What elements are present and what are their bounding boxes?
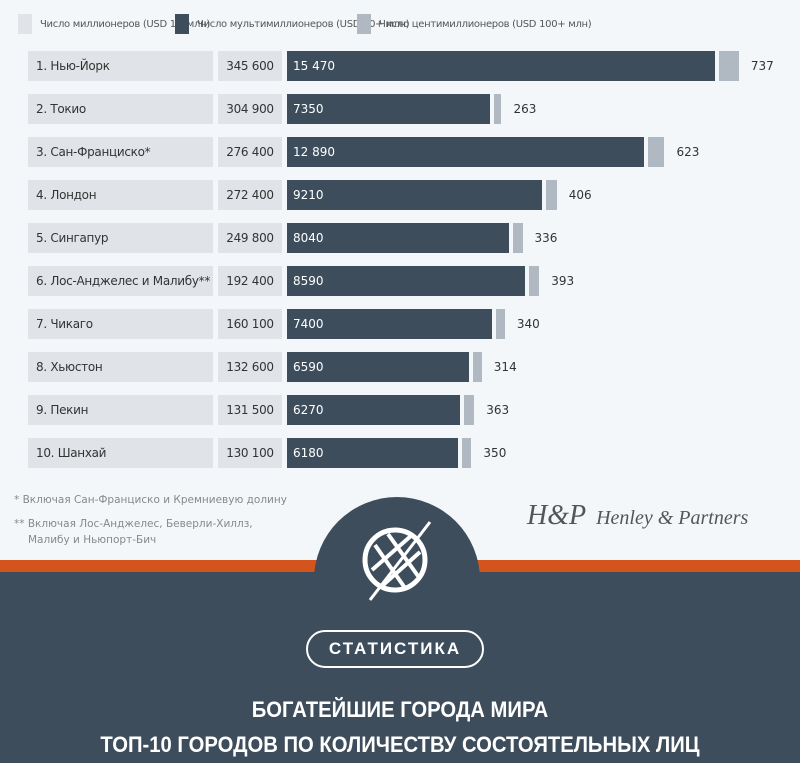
- title-line-1: БОГАТЕЙШИЕ ГОРОДА МИРА: [251, 697, 549, 722]
- multimillionaires-bar: 8040: [287, 223, 510, 253]
- millionaires-value: 131 500: [218, 395, 282, 425]
- multimillionaires-bar: 12 890: [287, 137, 644, 167]
- centimillionaires-value: 314: [493, 360, 517, 374]
- city-label: 4. Лондон: [28, 180, 213, 210]
- city-label: 6. Лос-Анджелес и Малибу**: [28, 266, 213, 296]
- multimillionaires-value: 8590: [293, 274, 324, 288]
- logo-name: Henley & Partners: [596, 507, 749, 529]
- centimillionaires-bar: [528, 266, 540, 296]
- centimillionaires-value: 393: [551, 274, 575, 288]
- centimillionaires-bar: [719, 51, 739, 81]
- multimillionaires-value: 15 470: [293, 59, 335, 73]
- statistics-badge: СТАТИСТИКА: [306, 630, 484, 668]
- multimillionaires-value: 6270: [293, 403, 324, 417]
- millionaires-value: 345 600: [218, 51, 282, 81]
- centimillionaires-value: 363: [486, 403, 510, 417]
- multimillionaires-bar: 6590: [287, 352, 470, 382]
- multimillionaires-bar: 9210: [287, 180, 542, 210]
- multimillionaires-value: 12 890: [293, 145, 335, 159]
- centimillionaires-bar: [494, 94, 502, 124]
- multimillionaires-bar: 6270: [287, 395, 461, 425]
- millionaires-value: 192 400: [218, 266, 282, 296]
- millionaires-value: 130 100: [218, 438, 282, 468]
- legend-label: Число мультимиллионеров (USD 10+ млн): [197, 18, 410, 30]
- city-label: 5. Сингапур: [28, 223, 213, 253]
- legend-swatch: [18, 14, 32, 34]
- legend-swatch: [357, 14, 371, 34]
- centimillionaires-value: 340: [516, 317, 540, 331]
- millionaires-value: 249 800: [218, 223, 282, 253]
- globe-logo-icon: [362, 521, 432, 601]
- footnote-3: Малибу и Ньюпорт-Бич: [28, 534, 157, 546]
- centimillionaires-value: 350: [483, 446, 507, 460]
- city-label: 1. Нью-Йорк: [28, 51, 213, 81]
- centimillionaires-value: 336: [534, 231, 558, 245]
- centimillionaires-bar: [647, 137, 665, 167]
- multimillionaires-value: 7350: [293, 102, 324, 116]
- multimillionaires-value: 6590: [293, 360, 324, 374]
- legend-label: Число миллионеров (USD 1+ млн): [40, 18, 210, 30]
- title-line-2: ТОП-10 ГОРОДОВ ПО КОЛИЧЕСТВУ СОСТОЯТЕЛЬН…: [100, 732, 700, 757]
- city-label: 8. Хьюстон: [28, 352, 213, 382]
- multimillionaires-value: 7400: [293, 317, 324, 331]
- multimillionaires-bar: 6180: [287, 438, 458, 468]
- city-label: 10. Шанхай: [28, 438, 213, 468]
- centimillionaires-value: 406: [568, 188, 592, 202]
- legend-item-centimillionaires: Число центимиллионеров (USD 100+ млн): [357, 14, 592, 34]
- centimillionaires-value: 737: [750, 59, 774, 73]
- legend-label: Число центимиллионеров (USD 100+ млн): [379, 18, 592, 30]
- multimillionaires-value: 6180: [293, 446, 324, 460]
- centimillionaires-bar: [513, 223, 523, 253]
- centimillionaires-bar: [464, 395, 475, 425]
- city-label: 7. Чикаго: [28, 309, 213, 339]
- multimillionaires-value: 8040: [293, 231, 324, 245]
- legend-item-millionaires: Число миллионеров (USD 1+ млн): [18, 14, 210, 34]
- footnote-1: * Включая Сан-Франциско и Кремниевую дол…: [14, 494, 287, 506]
- millionaires-value: 132 600: [218, 352, 282, 382]
- chart-legend: Число миллионеров (USD 1+ млн) Число мул…: [0, 14, 800, 36]
- millionaires-value: 276 400: [218, 137, 282, 167]
- footnote-2: ** Включая Лос-Анджелес, Беверли-Хиллз,: [14, 518, 253, 530]
- centimillionaires-value: 623: [676, 145, 700, 159]
- centimillionaires-value: 263: [513, 102, 537, 116]
- multimillionaires-value: 9210: [293, 188, 324, 202]
- legend-item-multimillionaires: Число мультимиллионеров (USD 10+ млн): [175, 14, 410, 34]
- millionaires-value: 272 400: [218, 180, 282, 210]
- multimillionaires-bar: 7350: [287, 94, 491, 124]
- multimillionaires-bar: 7400: [287, 309, 492, 339]
- city-label: 9. Пекин: [28, 395, 213, 425]
- henley-partners-logo: H&P Henley & Partners: [527, 500, 748, 532]
- city-label: 2. Токио: [28, 94, 213, 124]
- millionaires-value: 304 900: [218, 94, 282, 124]
- millionaires-value: 160 100: [218, 309, 282, 339]
- legend-swatch: [175, 14, 189, 34]
- multimillionaires-bar: 15 470: [287, 51, 715, 81]
- multimillionaires-bar: 8590: [287, 266, 525, 296]
- centimillionaires-bar: [461, 438, 472, 468]
- centimillionaires-bar: [473, 352, 482, 382]
- city-label: 3. Сан-Франциско*: [28, 137, 213, 167]
- centimillionaires-bar: [495, 309, 505, 339]
- centimillionaires-bar: [545, 180, 557, 210]
- logo-monogram: H&P: [527, 500, 587, 531]
